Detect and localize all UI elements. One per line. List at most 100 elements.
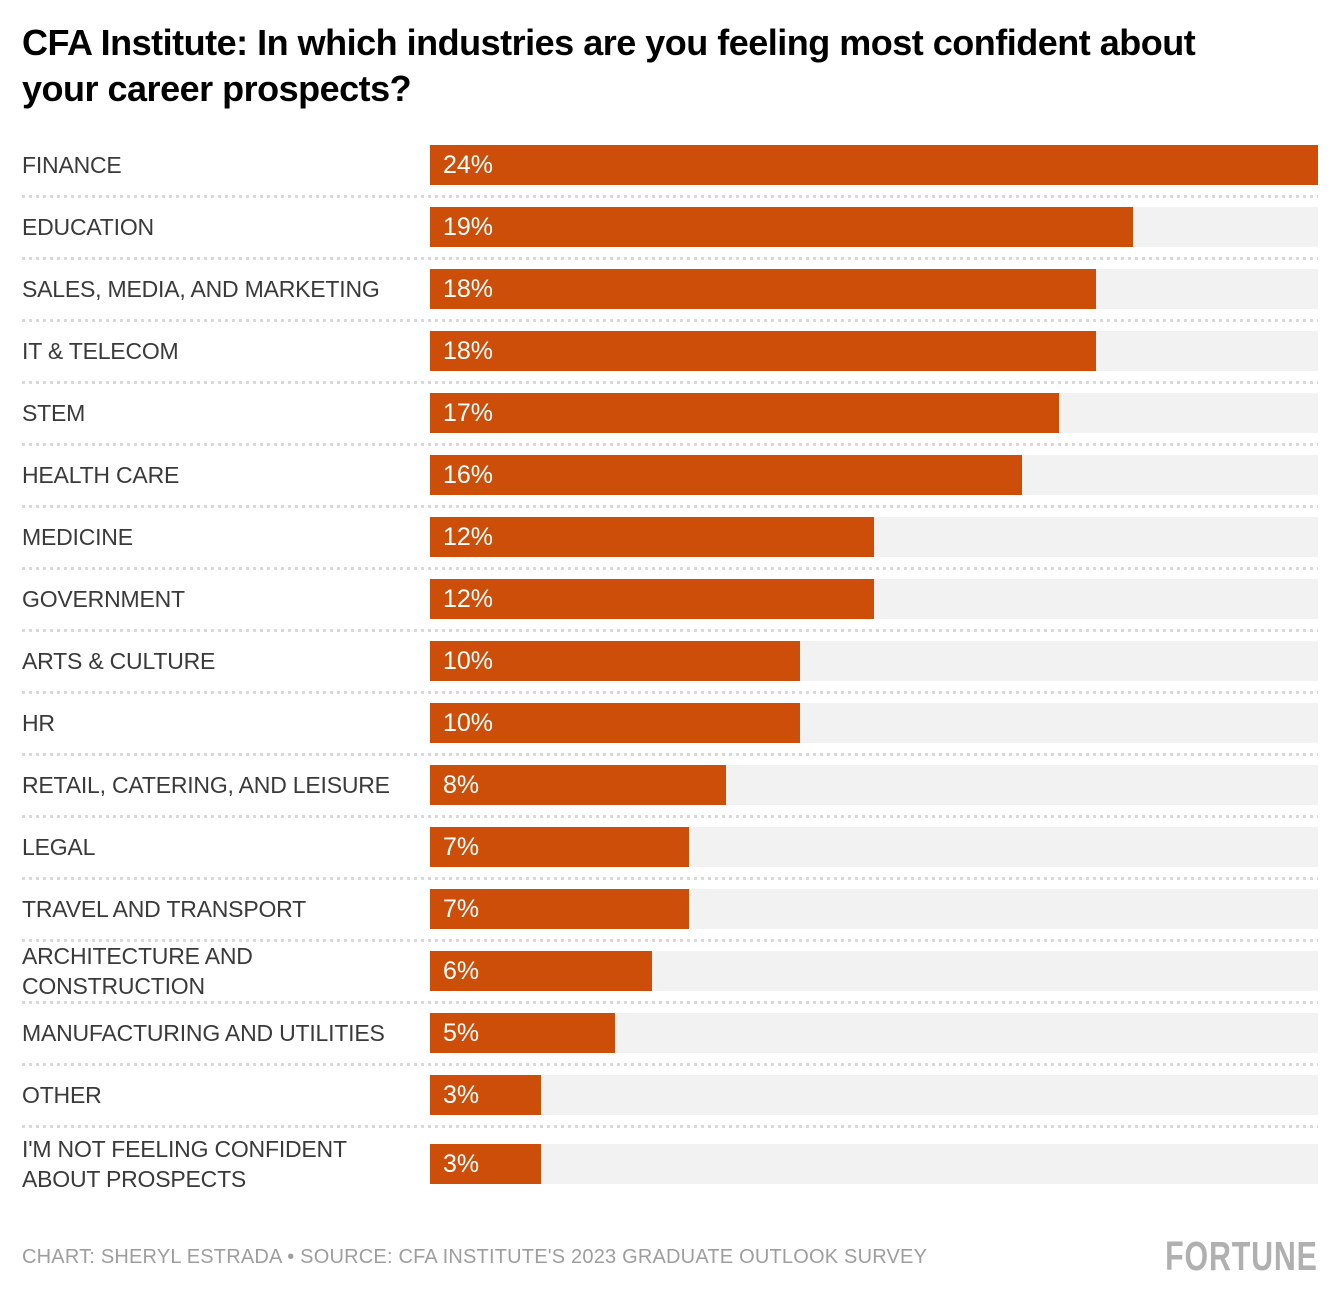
chart-row: LEGAL 7%	[22, 815, 1318, 878]
row-separator	[22, 195, 1318, 198]
category-label: ARTS & CULTURE	[22, 648, 216, 674]
chart-row: OTHER 3%	[22, 1063, 1318, 1126]
bar-value-label: 8%	[443, 770, 480, 799]
chart-row: SALES, MEDIA, AND MARKETING 18%	[22, 257, 1318, 320]
bar: 3%	[430, 1144, 541, 1184]
category-label: MEDICINE	[22, 524, 133, 550]
bar-track: 5%	[430, 1013, 1318, 1053]
chart-row: HEALTH CARE 16%	[22, 443, 1318, 506]
bar: 16%	[430, 455, 1022, 495]
bar: 12%	[430, 579, 874, 619]
chart-row: ARCHITECTURE AND CONSTRUCTION 6%	[22, 939, 1318, 1002]
category-label: TRAVEL AND TRANSPORT	[22, 896, 306, 922]
bar-track: 7%	[430, 889, 1318, 929]
bar-track: 19%	[430, 207, 1318, 247]
bar: 8%	[430, 765, 726, 805]
bar-track: 12%	[430, 517, 1318, 557]
bar-value-label: 7%	[443, 894, 480, 923]
chart-row: ARTS & CULTURE 10%	[22, 629, 1318, 692]
category-label: RETAIL, CATERING, AND LEISURE	[22, 772, 390, 798]
bar: 19%	[430, 207, 1133, 247]
chart-row: GOVERNMENT 12%	[22, 567, 1318, 630]
row-separator	[22, 257, 1318, 260]
bar-value-label: 10%	[443, 708, 494, 737]
bar: 7%	[430, 827, 689, 867]
bar-value-label: 24%	[443, 150, 494, 179]
bar: 10%	[430, 703, 800, 743]
chart-row: RETAIL, CATERING, AND LEISURE 8%	[22, 753, 1318, 816]
category-label: OTHER	[22, 1082, 102, 1108]
category-label: HEALTH CARE	[22, 462, 180, 488]
bar-value-label: 16%	[443, 460, 494, 489]
bar-track: 12%	[430, 579, 1318, 619]
bar: 12%	[430, 517, 874, 557]
row-separator	[22, 1001, 1318, 1004]
bar-track: 10%	[430, 641, 1318, 681]
chart-title: CFA Institute: In which industries are y…	[22, 22, 1196, 109]
chart-row: I'M NOT FEELING CONFIDENT ABOUT PROSPECT…	[22, 1125, 1318, 1202]
bar-value-label: 18%	[443, 274, 494, 303]
bar-value-label: 3%	[443, 1080, 480, 1109]
bar: 18%	[430, 269, 1096, 309]
bar-value-label: 17%	[443, 398, 494, 427]
bar-value-label: 19%	[443, 212, 494, 241]
chart-row: STEM 17%	[22, 381, 1318, 444]
chart-row: TRAVEL AND TRANSPORT 7%	[22, 877, 1318, 940]
chart-row: FINANCE 24%	[22, 134, 1318, 196]
row-separator	[22, 1063, 1318, 1066]
bar-value-label: 12%	[443, 522, 494, 551]
bar-track: 24%	[430, 145, 1318, 185]
category-label: ARCHITECTURE AND CONSTRUCTION	[22, 943, 253, 999]
row-separator	[22, 691, 1318, 694]
bar: 3%	[430, 1075, 541, 1115]
category-label: GOVERNMENT	[22, 586, 185, 612]
bar-value-label: 5%	[443, 1018, 480, 1047]
category-label: MANUFACTURING AND UTILITIES	[22, 1020, 385, 1046]
row-separator	[22, 319, 1318, 322]
bar-value-label: 6%	[443, 956, 480, 985]
bar-track: 18%	[430, 269, 1318, 309]
row-separator	[22, 1125, 1318, 1128]
bar-value-label: 3%	[443, 1149, 480, 1178]
category-label: EDUCATION	[22, 214, 154, 240]
bar: 24%	[430, 145, 1318, 185]
chart-row: MANUFACTURING AND UTILITIES 5%	[22, 1001, 1318, 1064]
chart-row: MEDICINE 12%	[22, 505, 1318, 568]
row-separator	[22, 939, 1318, 942]
chart-row: IT & TELECOM 18%	[22, 319, 1318, 382]
fortune-logo: FORTUNE	[1165, 1234, 1318, 1280]
bar-track: 6%	[430, 951, 1318, 991]
bar-track: 7%	[430, 827, 1318, 867]
bar-track: 8%	[430, 765, 1318, 805]
row-separator	[22, 567, 1318, 570]
bar-track: 3%	[430, 1144, 1318, 1184]
category-label: SALES, MEDIA, AND MARKETING	[22, 276, 380, 302]
category-label: LEGAL	[22, 834, 96, 860]
bar-track: 3%	[430, 1075, 1318, 1115]
chart-row: EDUCATION 19%	[22, 195, 1318, 258]
bar-value-label: 10%	[443, 646, 494, 675]
row-separator	[22, 753, 1318, 756]
bar-chart: FINANCE 24% EDUCATION 19% SALES, MEDIA, …	[22, 134, 1318, 1202]
row-separator	[22, 443, 1318, 446]
bar: 10%	[430, 641, 800, 681]
row-separator	[22, 877, 1318, 880]
bar-value-label: 18%	[443, 336, 494, 365]
bar-track: 18%	[430, 331, 1318, 371]
bar-track: 10%	[430, 703, 1318, 743]
bar: 17%	[430, 393, 1059, 433]
bar-track: 17%	[430, 393, 1318, 433]
credit-line: CHART: SHERYL ESTRADA • SOURCE: CFA INST…	[22, 1246, 928, 1268]
row-separator	[22, 505, 1318, 508]
bar: 6%	[430, 951, 652, 991]
category-label: I'M NOT FEELING CONFIDENT ABOUT PROSPECT…	[22, 1136, 347, 1192]
bar-value-label: 12%	[443, 584, 494, 613]
bar-value-label: 7%	[443, 832, 480, 861]
chart-footer: CHART: SHERYL ESTRADA • SOURCE: CFA INST…	[22, 1234, 1318, 1280]
row-separator	[22, 629, 1318, 632]
row-separator	[22, 381, 1318, 384]
bar: 18%	[430, 331, 1096, 371]
category-label: FINANCE	[22, 152, 122, 178]
row-separator	[22, 815, 1318, 818]
